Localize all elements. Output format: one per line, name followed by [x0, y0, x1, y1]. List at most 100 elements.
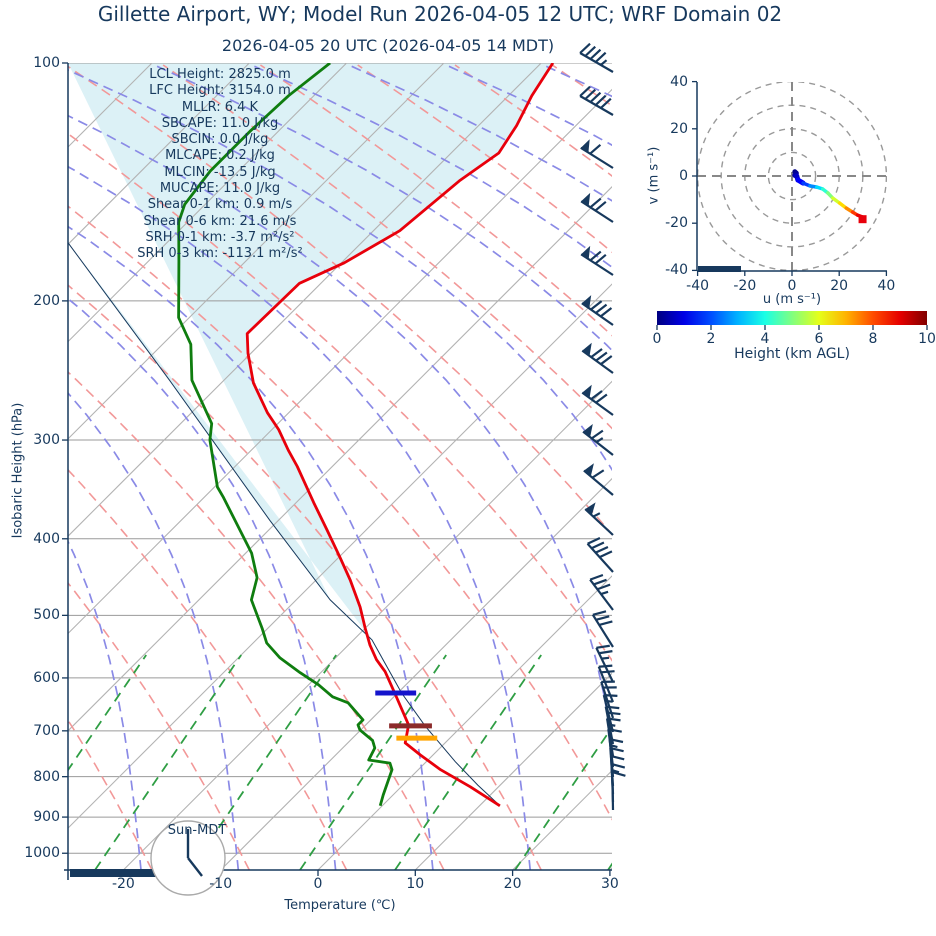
hodograph-v-tick-label: 0 [679, 168, 688, 184]
isotherm-line [414, 672, 612, 870]
hodograph-v-tick-label: 20 [670, 120, 688, 137]
hodograph-plot-area [697, 82, 887, 271]
stat-line: SRH 0-1 km: -3.7 m²/s² [145, 229, 295, 245]
dry-adiabat-line [68, 205, 612, 821]
stat-line: MUCAPE: 11.0 J/kg [159, 181, 281, 197]
moist-adiabat-line [68, 297, 337, 870]
temperature-tick-label: -10 [209, 876, 233, 892]
skewt-y-axis-label: Isobaric Height (hPa) [10, 402, 26, 539]
stat-line: LCL Height: 2825.0 m [149, 67, 291, 82]
sun-clock-label: Sun-MDT [167, 823, 227, 838]
pressure-tick-label: 200 [33, 292, 60, 309]
moist-adiabat-line [68, 391, 240, 870]
wind-barb-icon [579, 85, 614, 116]
hodograph-v-tick-label: -40 [665, 262, 688, 279]
moist-adiabat-line [738, 65, 936, 870]
temperature-tick-label: 20 [503, 876, 522, 892]
wind-barb-icon [586, 537, 614, 573]
pressure-tick-label: 400 [33, 530, 60, 547]
isotherm-line [68, 88, 612, 635]
hodograph-range-ring [767, 151, 817, 201]
wind-barb-icon [595, 644, 614, 683]
dry-adiabat-line [650, 65, 936, 870]
mixing-ratio-line [514, 725, 612, 870]
stat-line: MLLR: 6.4 K [181, 99, 259, 115]
stat-line: SBCAPE: 11.0 J/kg [161, 115, 279, 131]
hodograph-bottom-scale-bar [698, 266, 741, 272]
stat-line: Shear 0-6 km: 21.6 m/s [143, 213, 297, 229]
isotherm-line [317, 575, 612, 870]
isotherm-line [68, 63, 347, 343]
colorbar-label: Height (km AGL) [734, 346, 850, 362]
hodograph-u-tick-label: 0 [787, 278, 797, 294]
hodograph-u-tick-label: 40 [877, 278, 896, 294]
dry-adiabat-line [68, 581, 251, 870]
dry-adiabat-line [0, 65, 55, 870]
moist-adiabat-line [348, 64, 612, 202]
hodograph-v-tick-label: -20 [665, 215, 688, 232]
pressure-tick-label: 1000 [24, 845, 60, 862]
colorbar-tick-label: 2 [706, 331, 716, 347]
hodograph-u-tick-label: -20 [733, 278, 757, 294]
sounding-stats-box: LCL Height: 2825.0 m LFC Height: 3154.0 m… [70, 67, 370, 263]
wind-barb-icon [591, 610, 614, 648]
wind-barb-icon [580, 139, 614, 169]
isotherm-line [68, 63, 445, 440]
stat-line: MLCIN: -13.5 J/kg [164, 164, 276, 180]
wind-barb-icon [580, 245, 614, 276]
wind-barb-icon [581, 342, 614, 374]
clock-icon [150, 820, 226, 896]
pressure-tick-label: 600 [33, 669, 60, 686]
hodograph-u-axis-label: u (m s⁻¹) [762, 292, 822, 307]
moist-adiabat-line [68, 165, 532, 870]
moist-adiabat-line [543, 64, 612, 98]
wind-barb-icon [581, 295, 614, 326]
mixing-ratio-line [299, 654, 447, 870]
hodograph-end-marker [858, 215, 867, 224]
hodograph-u-tick-label: 20 [830, 278, 849, 294]
colorbar-tick-label: 10 [918, 331, 936, 347]
isotherm-line [68, 186, 612, 732]
pressure-tick-label: 100 [33, 55, 60, 71]
wind-barb-icon [581, 384, 614, 416]
skewt-plot-area [0, 63, 936, 870]
colorbar-tick-label: 0 [652, 331, 662, 347]
wind-barb-icon [611, 770, 626, 811]
isotherm-line [68, 63, 250, 246]
skewt-bottom-scale-bar [70, 869, 198, 877]
pressure-tick-label: 500 [33, 607, 60, 624]
pressure-tick-label: 300 [33, 432, 60, 449]
moist-adiabat-line [641, 65, 936, 870]
mixing-ratio-line [394, 654, 542, 870]
stat-line: MLCAPE: 0.2 J/kg [165, 148, 275, 164]
dry-adiabat-line [68, 370, 445, 870]
moist-adiabat-line [153, 64, 612, 352]
temperature-tick-label: 10 [406, 876, 425, 892]
moist-adiabat-line [68, 69, 612, 472]
pressure-tick-label: 900 [33, 809, 60, 826]
dewpoint-curve [177, 63, 394, 807]
temperature-tick-label: 0 [313, 876, 323, 892]
wind-barb-icon [582, 423, 614, 456]
mixing-ratio-line [607, 862, 612, 870]
mixing-ratio-line [68, 654, 147, 772]
colorbar-tick-label: 8 [868, 331, 878, 347]
wind-barb-icon [579, 42, 614, 73]
isotherm-line [220, 477, 612, 870]
hodograph-v-tick-label: 40 [670, 73, 688, 90]
wind-barb-icon [584, 502, 614, 536]
isotherm-line [123, 380, 612, 870]
pressure-tick-label: 700 [33, 722, 60, 739]
figure-subtitle: 2026-04-05 20 UTC (2026-04-05 14 MDT) [221, 36, 555, 55]
stat-line: SRH 0-3 km: -113.1 m²/s² [137, 246, 303, 262]
dry-adiabat-line [68, 284, 542, 870]
temperature-tick-label: 30 [600, 876, 619, 892]
colorbar-tick-label: 6 [814, 331, 824, 347]
skewt-x-axis-label: Temperature (℃) [284, 898, 396, 913]
isotherm-line [512, 769, 612, 870]
hodograph-u-tick-label: -40 [686, 278, 710, 294]
isotherm-line [68, 63, 542, 537]
cin-shaded-region [68, 63, 553, 640]
